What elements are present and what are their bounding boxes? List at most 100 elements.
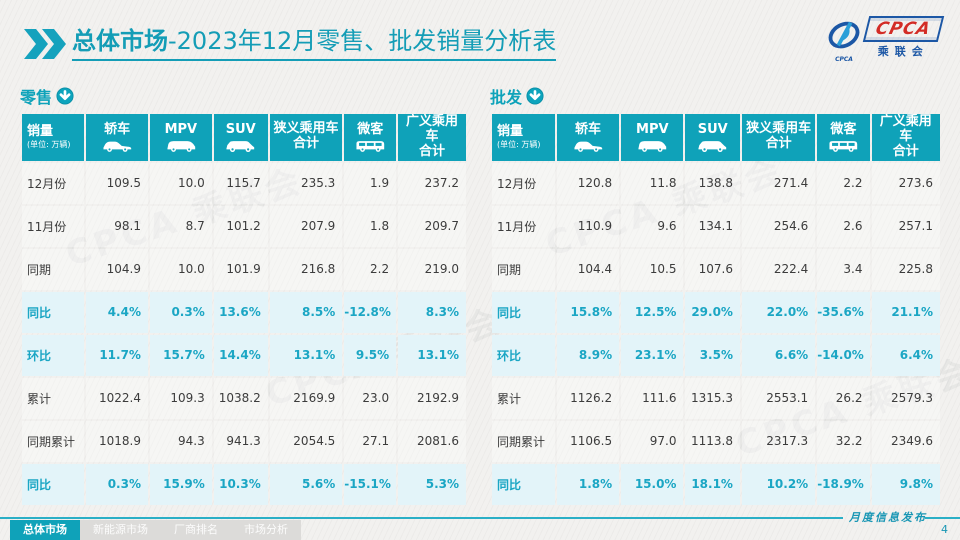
logo-abbr: CPCA [873,19,934,39]
footer-tab-inactive[interactable]: 新能源市场 [80,520,161,540]
table-cell: 109.3 [149,377,212,419]
column-header: 广义乘用车 合计 [398,114,466,161]
table-row: 11月份 110.9 9.6 134.1 254.6 2.6 257.1 [492,205,940,247]
table-cell: 11.7% [86,334,148,376]
table-cell: 1315.3 [685,377,740,419]
down-arrow-icon [56,87,74,105]
logo-cn-name: 乘联会 [877,45,929,58]
row-label: 环比 [492,334,555,376]
column-header: 狭义乘用车 合计 [741,114,816,161]
table-cell: 2.6 [817,205,870,247]
table-row: 同期累计 1018.9 94.3 941.3 2054.5 27.1 2081.6 [22,420,466,462]
table-cell: 111.6 [621,377,684,419]
row-label: 同期累计 [22,420,85,462]
footer-tab-inactive[interactable]: 厂商排名 [161,520,231,540]
table-cell: 216.8 [269,248,343,290]
wholesale-section-label: 批发 [490,84,544,108]
unit-note: (单位: 万辆) [27,140,71,150]
table-cell: 2192.9 [398,377,466,419]
table-cell: 8.5% [269,291,343,333]
table-row: 12月份 120.8 11.8 138.8 271.4 2.2 273.6 [492,162,940,204]
table-row: 累计 1022.4 109.3 1038.2 2169.9 23.0 2192.9 [22,377,466,419]
table-cell: 109.5 [86,162,148,204]
column-header: 微客 [344,114,397,161]
table-cell: 98.1 [86,205,148,247]
wholesale-label: 批发 [490,88,523,107]
table-cell: 29.0% [685,291,740,333]
table-row: 同比 0.3% 15.9% 10.3% 5.6% -15.1% 5.3% [22,463,466,505]
cpca-logo: CPCA CPCA 乘联会 [824,16,946,68]
column-header: SUV [685,114,740,161]
table-cell: 10.2% [741,463,816,505]
column-header-line: 合计 [765,136,792,152]
table-cell: 5.6% [269,463,343,505]
microvan-icon [819,139,867,152]
row-label: 12月份 [492,162,555,204]
table-cell: 1.8% [556,463,620,505]
table-cell: 23.1% [621,334,684,376]
row-label: 12月份 [22,162,85,204]
table-cell: 2.2 [344,248,397,290]
table-cell: 273.6 [871,162,940,204]
row-label: 同期 [22,248,85,290]
table-cell: 14.4% [213,334,268,376]
table-cell: 8.9% [556,334,620,376]
table-cell: 2081.6 [398,420,466,462]
table-cell: 120.8 [556,162,620,204]
release-note: 月度信息发布 [849,511,927,524]
table-cell: 8.3% [398,291,466,333]
table-cell: 0.3% [149,291,212,333]
row-label: 累计 [22,377,85,419]
column-header-line: 合计 [419,143,446,159]
column-header-line: 合计 [892,143,919,159]
table-cell: 21.1% [871,291,940,333]
cpca-emblem-icon: CPCA [824,16,864,66]
row-label: 同比 [492,291,555,333]
sedan-icon [88,139,146,152]
table-cell: 101.9 [213,248,268,290]
table-cell: 9.6 [621,205,684,247]
wholesale-table: 销量 (单位: 万辆) 轿车 MPV SUV 狭义乘用车 合计 微客 广义乘用车 合计 12月份 12… [490,112,942,507]
table-cell: 9.5% [344,334,397,376]
retail-table: 销量 (单位: 万辆) 轿车 MPV SUV 狭义乘用车 合计 微客 广义乘用车 合计 12月份 10… [20,112,468,507]
column-header-line: 狭义乘用车 [746,121,812,137]
row-label: 同比 [22,463,85,505]
table-cell: 101.2 [213,205,268,247]
logo-wordmark: CPCA 乘联会 [862,16,944,59]
column-header-label: SUV [697,121,728,137]
column-header: 狭义乘用车 合计 [269,114,343,161]
row-label: 同期 [492,248,555,290]
sales-header-label: 销量 [497,124,524,140]
footer-tab-active[interactable]: 总体市场 [10,520,80,540]
footer-tabs: 总体市场 新能源市场 厂商排名 市场分析 [10,520,301,540]
table-cell: 104.4 [556,248,620,290]
page-title-rest: -2023年12月零售、批发销量分析表 [168,27,557,55]
table-cell: 15.0% [621,463,684,505]
table-cell: 237.2 [398,162,466,204]
table-cell: 138.8 [685,162,740,204]
footer-tab-inactive[interactable]: 市场分析 [231,520,301,540]
sales-header-label: 销量 [27,124,54,140]
table-cell: 107.6 [685,248,740,290]
column-header-label: 轿车 [104,121,131,137]
column-header-line: 广义乘用车 [406,114,459,144]
table-cell: 6.4% [871,334,940,376]
column-header: 销量 (单位: 万辆) [22,114,85,161]
table-cell: 32.2 [817,420,870,462]
table-cell: 222.4 [741,248,816,290]
table-cell: 2.2 [817,162,870,204]
table-cell: 2579.3 [871,377,940,419]
table-cell: 97.0 [621,420,684,462]
column-header: 轿车 [86,114,148,161]
row-label: 累计 [492,377,555,419]
table-cell: 10.5 [621,248,684,290]
table-cell: 1113.8 [685,420,740,462]
table-row: 环比 11.7% 15.7% 14.4% 13.1% 9.5% 13.1% [22,334,466,376]
table-cell: 3.5% [685,334,740,376]
column-header: 销量 (单位: 万辆) [492,114,555,161]
table-cell: 115.7 [213,162,268,204]
column-header-label: 轿车 [574,121,601,137]
down-arrow-icon [526,87,544,105]
column-header: 广义乘用车 合计 [871,114,940,161]
table-cell: 2349.6 [871,420,940,462]
